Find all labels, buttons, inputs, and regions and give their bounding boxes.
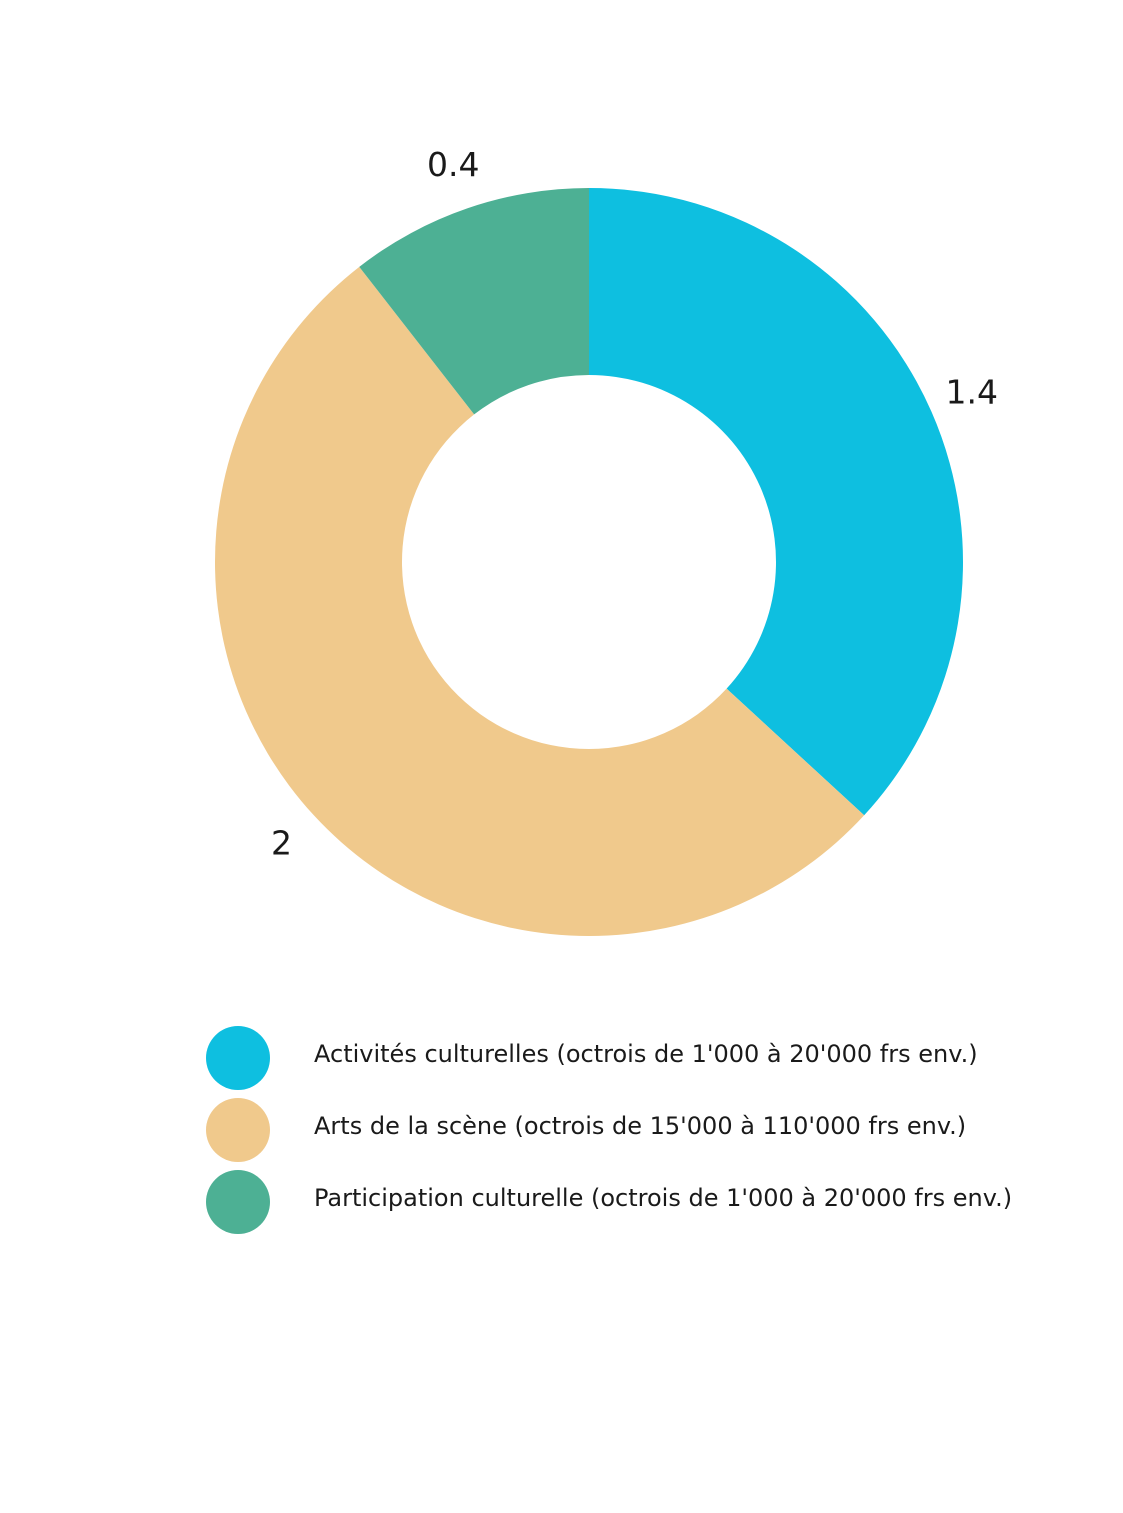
legend-swatch-participation-culturelle	[206, 1170, 270, 1234]
legend-label-activites-culturelles: Activités culturelles (octrois de 1'000 …	[314, 1040, 978, 1068]
legend-swatch-arts-de-la-scene	[206, 1098, 270, 1162]
legend-swatch-activites-culturelles	[206, 1026, 270, 1090]
slice-arts-de-la-scene	[214, 266, 865, 937]
legend-label-arts-de-la-scene: Arts de la scène (octrois de 15'000 à 11…	[314, 1112, 967, 1140]
data-label-activites-culturelles: 1.4	[946, 373, 998, 412]
donut-slices	[214, 188, 963, 937]
data-label-arts-de-la-scene: 2	[271, 824, 292, 863]
legend-label-participation-culturelle: Participation culturelle (octrois de 1'0…	[314, 1184, 1013, 1212]
data-label-participation-culturelle: 0.4	[427, 145, 479, 184]
slice-participation-culturelle	[359, 188, 589, 415]
donut-chart: 1.4 2 0.4	[214, 145, 998, 937]
slice-activites-culturelles	[589, 188, 963, 816]
slice-labels: 1.4 2 0.4	[271, 145, 998, 862]
